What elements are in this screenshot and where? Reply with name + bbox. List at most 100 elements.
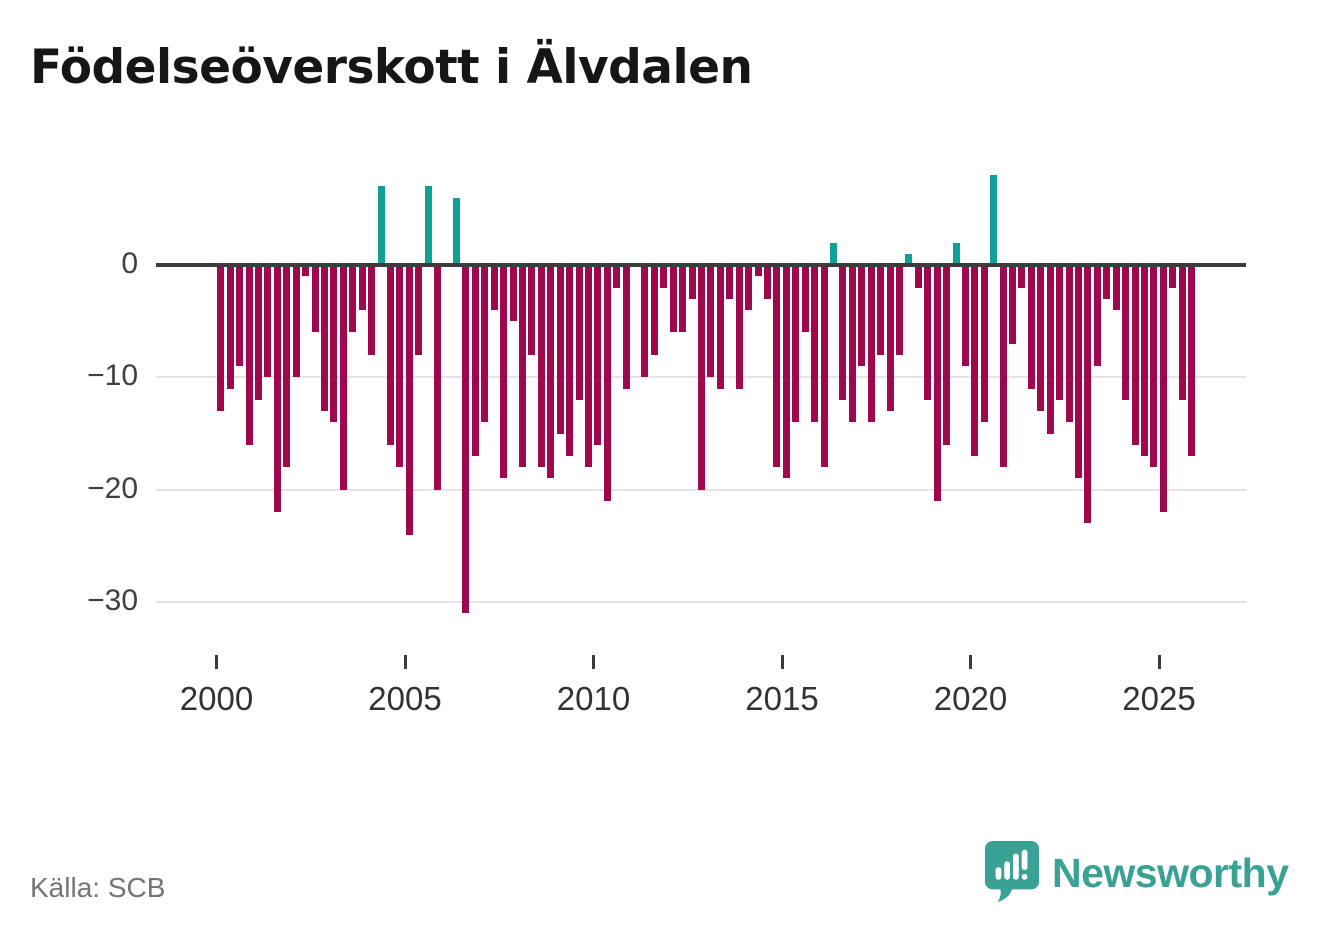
bar-2011-q3 bbox=[650, 265, 658, 355]
y-axis-label--30: −30 bbox=[87, 583, 138, 617]
x-axis-tick-2020 bbox=[969, 655, 972, 669]
bar-2003-q1 bbox=[330, 265, 338, 423]
bar-2021-q3 bbox=[1027, 265, 1035, 389]
chart-title: Födelseöverskott i Älvdalen bbox=[30, 40, 753, 95]
bar-2002-q2 bbox=[302, 265, 310, 277]
y-axis-label-0: 0 bbox=[121, 247, 138, 280]
bar-2020-q2 bbox=[980, 265, 988, 423]
x-axis-label-2025: 2025 bbox=[1122, 680, 1196, 717]
bar-2009-q1 bbox=[556, 265, 564, 434]
x-axis-tick-2010 bbox=[592, 655, 595, 669]
zero-axis-line bbox=[156, 263, 1246, 267]
gridline--20 bbox=[156, 488, 1246, 491]
bar-2004-q3 bbox=[387, 265, 394, 445]
bar-2023-q3 bbox=[1103, 265, 1111, 299]
bar-2004-q4 bbox=[396, 265, 404, 468]
gridline--30 bbox=[156, 600, 1246, 603]
bar-2020-q1 bbox=[971, 265, 979, 456]
bar-2009-q3 bbox=[575, 265, 583, 400]
bar-2001-q3 bbox=[273, 265, 281, 513]
bar-2019-q2 bbox=[943, 265, 950, 445]
bar-2012-q1 bbox=[669, 265, 677, 333]
bar-2020-q4 bbox=[999, 265, 1007, 468]
bar-2008-q1 bbox=[518, 265, 526, 468]
bar-2000-q2 bbox=[226, 265, 234, 389]
brand-name: Newsworthy bbox=[1052, 849, 1289, 896]
bar-2025-q2 bbox=[1169, 265, 1177, 288]
bar-2015-q2 bbox=[792, 265, 800, 423]
bar-2005-q3 bbox=[424, 186, 432, 265]
bar-2020-q3 bbox=[990, 175, 998, 265]
y-axis-label--10: −10 bbox=[87, 359, 138, 393]
bar-2022-q2 bbox=[1056, 265, 1064, 400]
bar-2017-q2 bbox=[867, 265, 875, 423]
bar-2000-q3 bbox=[236, 265, 244, 367]
bar-2019-q1 bbox=[933, 265, 941, 501]
bar-2022-q3 bbox=[1065, 265, 1073, 423]
bar-2017-q1 bbox=[858, 265, 866, 367]
bar-2005-q4 bbox=[434, 265, 442, 490]
bar-2004-q1 bbox=[368, 265, 376, 355]
x-axis-label-2015: 2015 bbox=[745, 680, 819, 717]
bar-2014-q2 bbox=[754, 265, 762, 277]
bar-2014-q3 bbox=[764, 265, 771, 299]
bar-2007-q1 bbox=[481, 265, 489, 423]
bar-2008-q2 bbox=[528, 265, 536, 355]
bar-2006-q4 bbox=[471, 265, 479, 456]
bar-2025-q3 bbox=[1178, 265, 1186, 400]
bar-2004-q2 bbox=[377, 186, 385, 265]
bar-2010-q3 bbox=[613, 265, 621, 288]
bar-2019-q3 bbox=[952, 242, 960, 265]
bar-2015-q1 bbox=[782, 265, 790, 479]
newsworthy-speech-bubble-chart-icon bbox=[983, 839, 1041, 908]
bar-2023-q2 bbox=[1093, 265, 1101, 367]
bar-2013-q3 bbox=[726, 265, 734, 299]
bar-2006-q3 bbox=[462, 265, 470, 614]
bar-2013-q4 bbox=[735, 265, 743, 389]
brand-logo: Newsworthy bbox=[983, 839, 1289, 908]
bar-2012-q2 bbox=[679, 265, 687, 333]
bar-2002-q3 bbox=[311, 265, 319, 333]
bar-2006-q2 bbox=[452, 197, 460, 265]
bar-2024-q2 bbox=[1131, 265, 1139, 445]
bar-2016-q4 bbox=[848, 265, 856, 423]
bar-2022-q4 bbox=[1075, 265, 1082, 479]
bar-2008-q3 bbox=[537, 265, 545, 468]
bar-2001-q4 bbox=[283, 265, 291, 468]
bar-2024-q1 bbox=[1122, 265, 1130, 400]
bar-2019-q4 bbox=[961, 265, 969, 367]
bar-2018-q3 bbox=[914, 265, 922, 288]
bar-2005-q2 bbox=[415, 265, 423, 355]
x-axis-label-2000: 2000 bbox=[179, 680, 254, 717]
bar-2016-q2 bbox=[829, 242, 837, 265]
bar-2022-q1 bbox=[1046, 265, 1054, 434]
bar-2018-q4 bbox=[924, 265, 932, 400]
bar-2023-q4 bbox=[1112, 265, 1120, 310]
bar-2018-q1 bbox=[895, 265, 903, 355]
bar-2003-q2 bbox=[339, 265, 347, 490]
bar-2017-q4 bbox=[886, 265, 894, 411]
bar-2003-q4 bbox=[358, 265, 366, 310]
x-axis-tick-2025 bbox=[1157, 655, 1161, 669]
bar-2021-q1 bbox=[1009, 265, 1016, 344]
bar-2009-q4 bbox=[584, 265, 592, 468]
bar-2021-q2 bbox=[1018, 265, 1026, 288]
bar-2007-q4 bbox=[509, 265, 517, 322]
bar-2012-q3 bbox=[688, 265, 696, 299]
bar-2001-q2 bbox=[264, 265, 272, 378]
source-label: Källa: SCB bbox=[30, 872, 166, 903]
bar-2002-q1 bbox=[292, 265, 300, 378]
bar-2024-q3 bbox=[1141, 265, 1148, 456]
bar-2014-q1 bbox=[745, 265, 753, 310]
bar-2008-q4 bbox=[547, 265, 555, 479]
bar-2025-q1 bbox=[1159, 265, 1167, 513]
y-axis-label--20: −20 bbox=[87, 471, 138, 505]
x-axis-tick-2015 bbox=[780, 655, 784, 669]
bar-2007-q3 bbox=[500, 265, 508, 479]
bar-2010-q2 bbox=[603, 265, 611, 501]
bar-2007-q2 bbox=[490, 265, 498, 310]
bar-2012-q4 bbox=[698, 265, 705, 490]
bar-2010-q4 bbox=[622, 265, 630, 389]
bar-2015-q4 bbox=[811, 265, 819, 423]
